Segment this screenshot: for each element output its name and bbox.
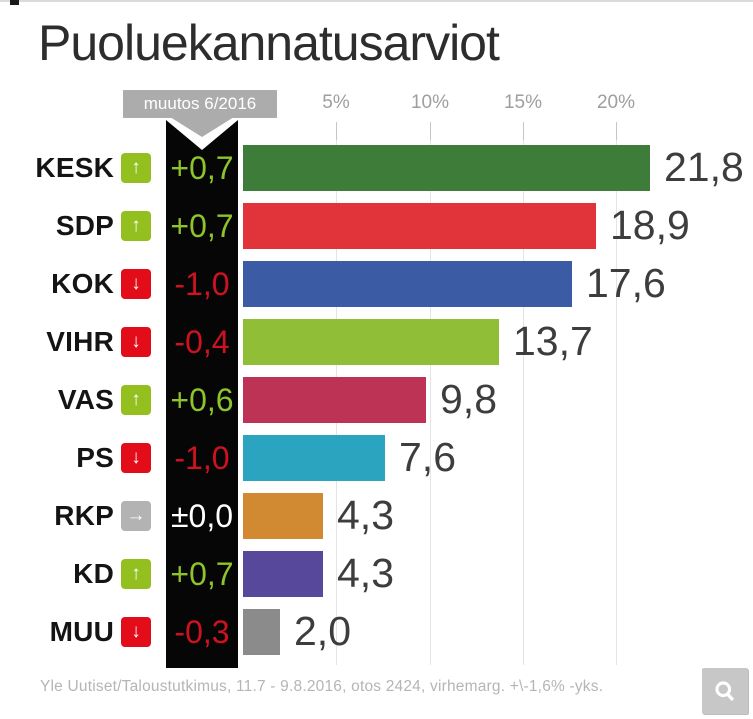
axis-tick-20: 20% [596,92,636,113]
bar-ps [243,435,385,481]
change-value-kok: -1,0 [174,266,230,302]
trend-arrow-up-icon: ↑ [131,157,141,178]
bar-vas [243,377,426,423]
trend-arrow-up-icon: ↑ [131,389,141,410]
axis-tick-mark [616,122,617,140]
bar-rkp [243,493,323,539]
axis-tick-mark [336,122,337,140]
trend-badge-down: ↓ [121,443,151,473]
change-column-background [166,120,238,668]
trend-badge-up: ↑ [121,153,151,183]
value-label-vas: 9,8 [440,376,497,422]
gridline-15% [523,122,524,665]
bar-vihr [243,319,499,365]
magnifier-icon [714,680,734,701]
party-label-vas: VAS [57,384,114,415]
bar-sdp [243,203,596,249]
party-label-sdp: SDP [55,210,114,241]
party-label-kok: KOK [51,268,114,299]
bar-kd [243,551,323,597]
party-label-rkp: RKP [54,500,114,531]
trend-arrow-down-icon: ↓ [131,331,141,352]
trend-badge-down: ↓ [121,327,151,357]
gridline-20% [616,122,617,665]
change-value-kesk: +0,7 [170,150,234,186]
value-label-vihr: 13,7 [513,318,593,364]
badge-pointer-triangle [170,117,234,137]
value-label-muu: 2,0 [294,608,351,654]
zoom-button[interactable] [702,668,748,714]
axis-tick-15: 15% [503,92,543,113]
trend-badge-down: ↓ [121,269,151,299]
trend-arrow-down-icon: ↓ [131,447,141,468]
value-label-kd: 4,3 [337,550,394,596]
top-border [0,0,753,2]
change-value-sdp: +0,7 [170,208,234,244]
trend-badge-down: ↓ [121,617,151,647]
bar-kok [243,261,572,307]
axis-tick-mark [523,122,524,140]
trend-arrow-down-icon: ↓ [131,621,141,642]
source-caption: Yle Uutiset/Taloustutkimus, 11.7 - 9.8.2… [40,678,604,695]
trend-badge-flat: → [121,501,151,531]
axis-tick-mark [430,122,431,140]
value-label-rkp: 4,3 [337,492,394,538]
value-label-kok: 17,6 [586,260,666,306]
value-label-kesk: 21,8 [664,144,744,190]
bar-muu [243,609,280,655]
party-label-vihr: VIHR [46,326,114,357]
change-value-ps: -1,0 [174,440,230,476]
trend-badge-up: ↑ [121,211,151,241]
trend-badge-up: ↑ [121,385,151,415]
change-value-vihr: -0,4 [174,324,230,360]
change-period-badge: muutos 6/2016 [123,90,277,118]
gridline-10% [430,122,431,665]
party-label-muu: MUU [49,616,114,647]
party-label-kd: KD [73,558,114,589]
trend-badge-up: ↑ [121,559,151,589]
bar-kesk [243,145,650,191]
trend-arrow-up-icon: ↑ [131,215,141,236]
change-value-vas: +0,6 [170,382,234,418]
trend-arrow-down-icon: ↓ [131,273,141,294]
axis-tick-10: 10% [410,92,450,113]
party-label-ps: PS [76,442,114,473]
axis-tick-5: 5% [322,92,350,113]
value-label-sdp: 18,9 [610,202,690,248]
value-label-ps: 7,6 [399,434,456,480]
page-title: Puoluekannatusarviot [38,15,500,71]
party-label-kesk: KESK [35,152,114,183]
change-value-rkp: ±0,0 [170,498,234,534]
change-value-kd: +0,7 [170,556,234,592]
trend-arrow-up-icon: ↑ [131,563,141,584]
change-value-muu: -0,3 [174,614,230,650]
change-period-label: muutos 6/2016 [143,94,257,113]
trend-arrow-flat-icon: → [126,505,146,526]
corner-mark [10,0,19,5]
